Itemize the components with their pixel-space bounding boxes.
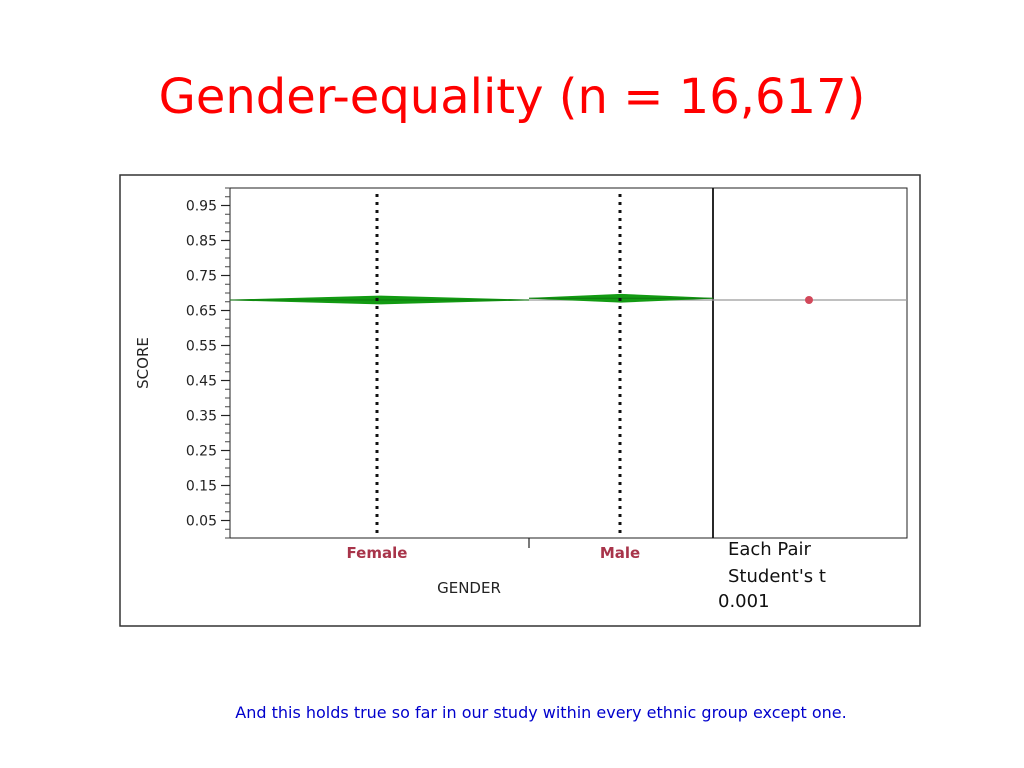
y-tick-label: 0.15 xyxy=(186,479,217,495)
footnote: And this holds true so far in our study … xyxy=(235,703,847,722)
y-tick-label: 0.25 xyxy=(186,444,217,460)
y-tick-label: 0.55 xyxy=(186,339,217,355)
y-tick-label: 0.95 xyxy=(186,199,217,215)
y-tick-label: 0.05 xyxy=(186,514,217,530)
chart-frame xyxy=(119,174,921,627)
y-tick-label: 0.85 xyxy=(186,234,217,250)
y-tick-label: 0.35 xyxy=(186,409,217,425)
comparison-title: Each Pair xyxy=(728,539,812,560)
comparison-alpha: 0.001 xyxy=(718,591,770,612)
y-tick-label: 0.45 xyxy=(186,374,217,390)
x-category-label: Female xyxy=(347,544,408,562)
comparison-circle xyxy=(805,296,813,304)
y-axis-title: SCORE xyxy=(134,337,152,389)
comparison-test: Student's t xyxy=(728,566,826,587)
x-axis-title: GENDER xyxy=(437,579,501,597)
x-category-label: Male xyxy=(600,544,640,562)
y-tick-label: 0.75 xyxy=(186,269,217,285)
slide-title: Gender-equality (n = 16,617) xyxy=(158,69,866,125)
y-tick-label: 0.65 xyxy=(186,304,217,320)
